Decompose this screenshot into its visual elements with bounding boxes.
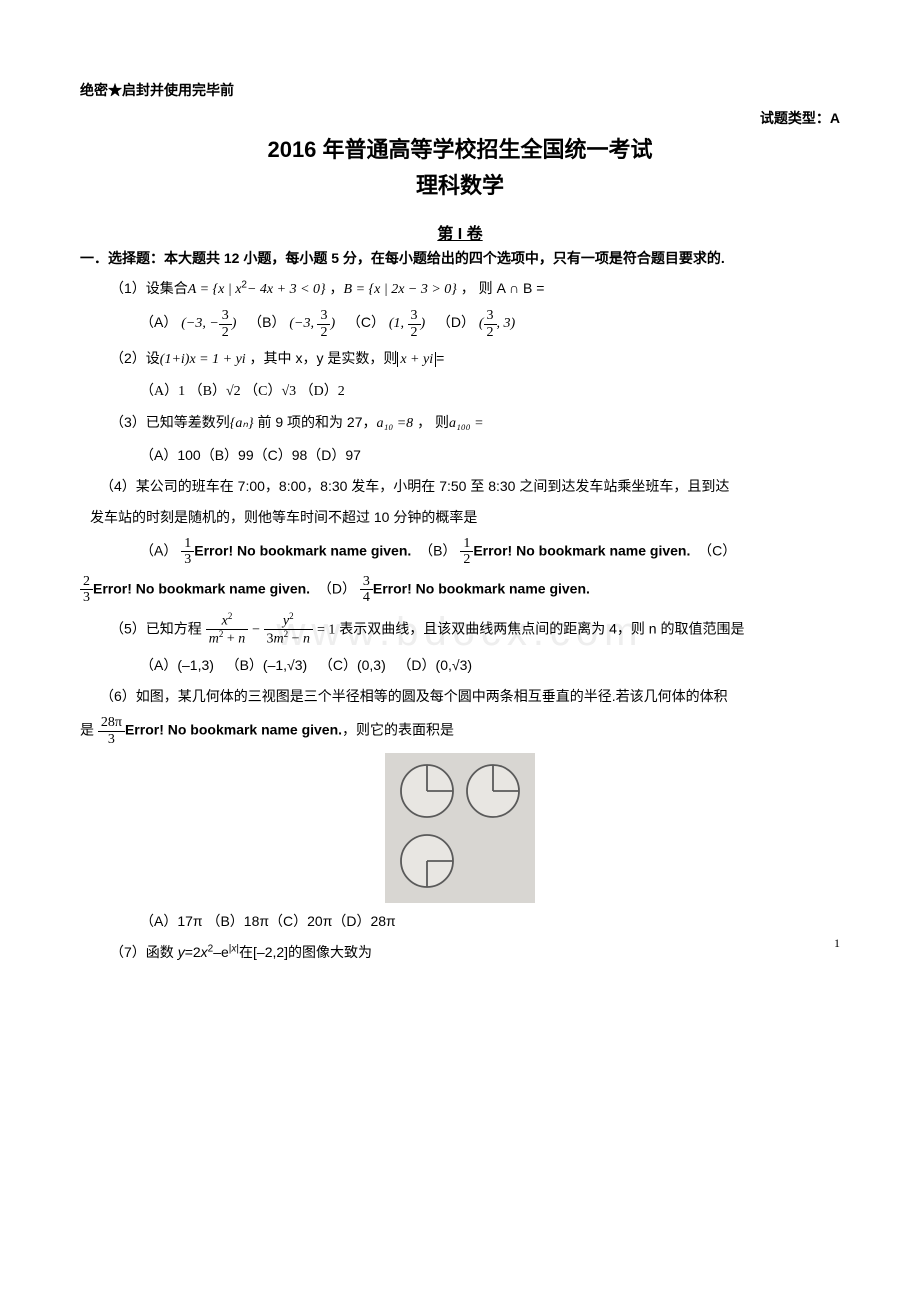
q1-comma1: ，	[326, 280, 344, 296]
q4-a: （A）	[140, 543, 177, 559]
exam-subtitle: 理科数学	[80, 168, 840, 200]
q5-a: （A）(–1,3)	[140, 657, 214, 673]
question-1-options: （A） (−3, −32) （B） (−3, 32) （C） (1, 32) （…	[80, 308, 840, 340]
question-3-options: （A）100（B）99（C）98（D）97	[80, 443, 840, 468]
q1-opt-c: (1, 32)	[389, 316, 425, 331]
q5-b: （B）(–1,√3)	[226, 657, 308, 673]
page-number: 1	[834, 936, 840, 951]
q4-b: （B）	[419, 543, 456, 559]
q4-c: （C）	[698, 543, 736, 559]
q4-c-err: Error! No bookmark name given.	[93, 580, 310, 596]
q6-line2-post: ，则它的表面积是	[342, 722, 454, 738]
q1-prefix: （1）设集合	[110, 280, 188, 296]
q5-c: （C）(0,3)	[319, 657, 386, 673]
q2-tail: =	[436, 350, 444, 366]
q2-abs: x + yi	[397, 352, 436, 367]
q3-a10: a₁₀ =8	[377, 416, 414, 431]
three-view-figure	[385, 753, 535, 903]
q5-eq-tail: = 1	[317, 622, 335, 637]
q4-d-err: Error! No bookmark name given.	[373, 580, 590, 596]
q1-setA-rhs: − 4x + 3 < 0}	[247, 282, 326, 297]
question-5-options: （A）(–1,3) （B）(–1,√3) （C）(0,3) （D）(0,√3)	[80, 653, 840, 678]
q1-opt-d: (32, 3)	[479, 316, 515, 331]
section-header: 第 I 卷	[80, 220, 840, 244]
question-4-line2: 发车站的时刻是随机的，则他等车时间不超过 10 分钟的概率是	[80, 505, 840, 530]
question-4-options-ab: （A） 13Error! No bookmark name given. （B）…	[80, 536, 840, 568]
q2-prefix: （2）设	[110, 350, 160, 366]
exam-title: 2016 年普通高等学校招生全国统一考试	[80, 132, 840, 164]
question-4-line1: （4）某公司的班车在 7:00，8:00，8:30 发车，小明在 7:50 至 …	[80, 474, 840, 499]
question-4-options-cd: 23Error! No bookmark name given. （D） 34E…	[80, 574, 840, 606]
q3-a100: a₁₀₀ =	[449, 416, 484, 431]
question-5: （5）已知方程 x2m2 + n − y23m2 − n = 1 表示双曲线，且…	[80, 612, 840, 647]
q1-opt-a: (−3, −32)	[181, 316, 236, 331]
question-2: （2）设(1+i)x = 1 + yi ，其中 x，y 是实数，则x + yi=	[80, 346, 840, 372]
q6-line2-pre: 是	[80, 722, 94, 738]
question-7: （7）函数 y=2x2–e|x|在[–2,2]的图像大致为	[80, 940, 840, 965]
q1-setA-lhs: A = {x | x	[188, 282, 242, 297]
q1-setB: B = {x | 2x − 3 > 0}	[344, 282, 457, 297]
exam-type-label: 试题类型：A	[80, 108, 840, 128]
q4-b-err: Error! No bookmark name given.	[473, 543, 690, 559]
header-secret-note: 绝密★启封并使用完毕前	[80, 80, 840, 100]
q5-prefix: （5）已知方程	[110, 620, 202, 636]
q1-opt-d-label: （D）	[437, 314, 475, 330]
question-6-line2: 是 28π3Error! No bookmark name given.，则它的…	[80, 715, 840, 747]
q2-opts: （A）1 （B）√2 （C）√3 （D）2	[140, 384, 345, 399]
q2-mid: ，其中 x，y 是实数，则	[246, 350, 398, 366]
q1-opt-b-label: （B）	[248, 314, 285, 330]
q1-opt-b: (−3, 32)	[289, 316, 335, 331]
question-2-options: （A）1 （B）√2 （C）√3 （D）2	[80, 378, 840, 404]
q1-tail: ， 则 A ∩ B =	[457, 280, 544, 296]
q2-eq: (1+i)x = 1 + yi	[160, 352, 246, 367]
question-6-line1: （6）如图，某几何体的三视图是三个半径相等的圆及每个圆中两条相互垂直的半径.若该…	[80, 684, 840, 709]
q5-d: （D）(0,√3)	[397, 657, 472, 673]
q3-prefix: （3）已知等差数列	[110, 414, 230, 430]
q3-seq: {aₙ}	[230, 416, 254, 431]
question-3: （3）已知等差数列{aₙ} 前 9 项的和为 27，a₁₀ =8 ， 则a₁₀₀…	[80, 410, 840, 436]
section-instruction: 一．选择题：本大题共 12 小题，每小题 5 分，在每小题给出的四个选项中，只有…	[80, 248, 840, 268]
q6-err: Error! No bookmark name given.	[125, 722, 342, 738]
q4-a-err: Error! No bookmark name given.	[194, 543, 411, 559]
q7-text: （7）函数 y=2x2–e|x|在[–2,2]的图像大致为	[110, 944, 372, 960]
q3-mid2: ， 则	[413, 414, 449, 430]
q5-mid: 表示双曲线，且该双曲线两焦点间的距离为 4，则 n 的取值范围是	[339, 620, 744, 636]
q4-d: （D）	[318, 580, 356, 596]
q1-opt-a-label: （A）	[140, 314, 177, 330]
q1-opt-c-label: （C）	[347, 314, 385, 330]
question-6-options: （A）17π （B）18π（C）20π（D）28π	[80, 909, 840, 934]
question-1: （1）设集合A = {x | x2− 4x + 3 < 0} ，B = {x |…	[80, 276, 840, 302]
q3-mid1: 前 9 项的和为 27，	[254, 414, 377, 430]
